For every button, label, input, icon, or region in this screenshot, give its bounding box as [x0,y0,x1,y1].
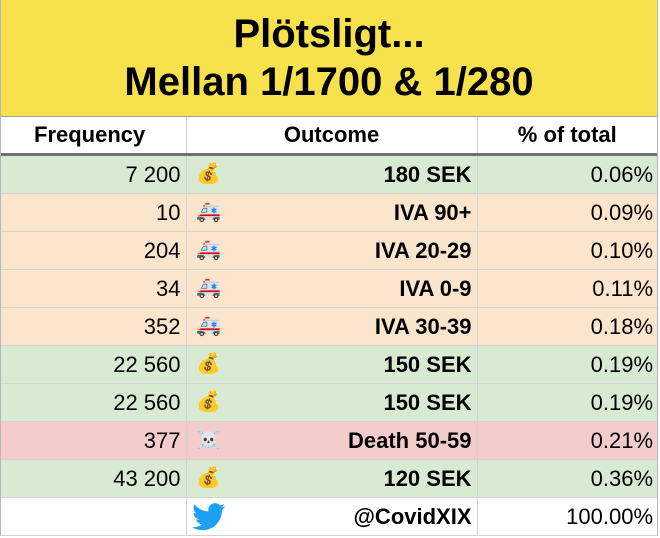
money-bag-icon: 💰 [196,353,222,375]
frequency-cell[interactable]: 204 [1,231,187,270]
money-bag-icon: 💰 [186,345,231,384]
outcome-cell[interactable]: 150 SEK [231,383,478,422]
table-row[interactable]: 22 560 💰 150 SEK 0.19% [1,345,658,384]
percent-header[interactable]: % of total [477,117,658,156]
ambulance-icon: 🚑 [196,315,222,337]
outcome-cell[interactable]: 120 SEK [231,459,478,498]
table-body: 7 200 💰 180 SEK 0.06% 10 🚑 IVA 90+ 0.09%… [1,154,658,536]
percent-cell[interactable]: 0.36% [477,459,658,498]
outcome-cell[interactable]: 150 SEK [231,345,478,384]
percent-cell[interactable]: 0.21% [477,421,658,460]
ambulance-icon: 🚑 [196,201,222,223]
money-bag-icon: 💰 [186,383,231,422]
percent-cell[interactable]: 0.06% [477,154,658,194]
twitter-bird-icon [191,502,225,530]
frequency-cell[interactable]: 352 [1,307,187,346]
outcome-header[interactable]: Outcome [186,117,478,156]
table-row[interactable]: 352 🚑 IVA 30-39 0.18% [1,307,658,346]
percent-cell[interactable]: 0.11% [477,269,658,308]
percent-cell[interactable]: 0.10% [477,231,658,270]
outcome-cell[interactable]: IVA 30-39 [231,307,478,346]
money-bag-icon: 💰 [186,459,231,498]
table-row[interactable]: 377 ☠️ Death 50-59 0.21% [1,421,658,460]
frequency-cell[interactable]: 7 200 [1,154,187,194]
frequency-cell[interactable]: 22 560 [1,383,187,422]
table-row[interactable]: 43 200 💰 120 SEK 0.36% [1,459,658,498]
table-row[interactable]: 10 🚑 IVA 90+ 0.09% [1,193,658,232]
table-row[interactable]: 22 560 💰 150 SEK 0.19% [1,383,658,422]
table-row[interactable]: 34 🚑 IVA 0-9 0.11% [1,269,658,308]
table-row[interactable]: 204 🚑 IVA 20-29 0.10% [1,231,658,270]
frequency-cell[interactable]: 34 [1,269,187,308]
outcome-cell[interactable]: IVA 20-29 [231,231,478,270]
money-bag-icon: 💰 [186,154,231,194]
percent-cell[interactable]: 0.19% [477,383,658,422]
ambulance-icon: 🚑 [186,231,231,270]
title-line-2: Mellan 1/1700 & 1/280 [124,60,534,104]
frequency-cell[interactable]: 10 [1,193,187,232]
money-bag-icon: 💰 [196,467,222,489]
frequency-header[interactable]: Frequency [1,117,187,156]
money-bag-icon: 💰 [196,163,222,185]
outcome-cell[interactable]: IVA 90+ [231,193,478,232]
percent-cell[interactable]: 0.18% [477,307,658,346]
outcome-cell[interactable]: IVA 0-9 [231,269,478,308]
outcome-cell[interactable]: Death 50-59 [231,421,478,460]
footer-row[interactable]: @CovidXIX 100.00% [1,497,658,536]
ambulance-icon: 🚑 [196,277,222,299]
ambulance-icon: 🚑 [186,269,231,308]
skull-crossbones-icon: ☠️ [186,421,231,460]
frequency-cell-empty[interactable] [1,497,187,536]
money-bag-icon: 💰 [196,391,222,413]
ambulance-icon: 🚑 [186,307,231,346]
twitter-handle[interactable]: @CovidXIX [231,497,478,536]
skull-crossbones-icon: ☠️ [196,429,222,451]
title-banner: Plötsligt... Mellan 1/1700 & 1/280 [1,0,657,117]
frequency-cell[interactable]: 43 200 [1,459,187,498]
twitter-bird-icon [186,497,231,536]
total-percent-cell[interactable]: 100.00% [477,497,658,536]
outcome-cell[interactable]: 180 SEK [231,154,478,194]
frequency-cell[interactable]: 377 [1,421,187,460]
table-row[interactable]: 7 200 💰 180 SEK 0.06% [1,154,658,194]
percent-cell[interactable]: 0.09% [477,193,658,232]
ambulance-icon: 🚑 [196,239,222,261]
frequency-cell[interactable]: 22 560 [1,345,187,384]
outcome-table: Frequency Outcome % of total 7 200 💰 180… [1,117,658,536]
percent-cell[interactable]: 0.19% [477,345,658,384]
ambulance-icon: 🚑 [186,193,231,232]
header-row: Frequency Outcome % of total [1,117,658,156]
title-line-1: Plötsligt... [233,12,425,56]
